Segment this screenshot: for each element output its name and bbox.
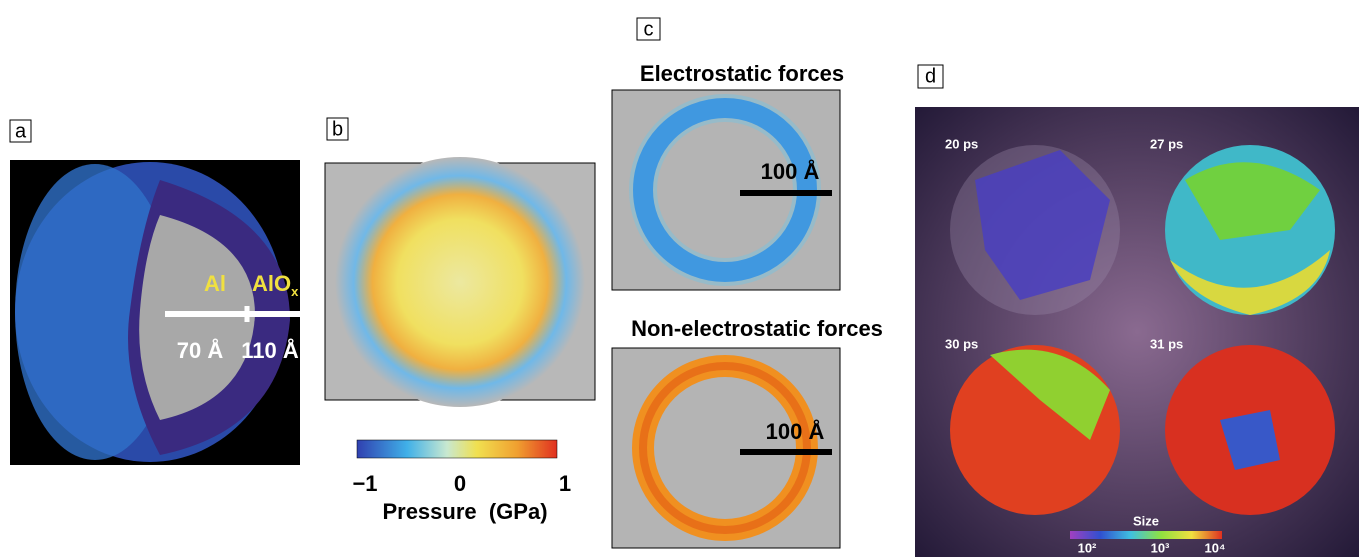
panel-d: d 20 ps 27 ps 30 ps 31 ps Size 10² 10³ 1… [915, 65, 1359, 557]
panel-label: d [925, 65, 936, 87]
shell-text: AlO [252, 271, 291, 296]
colorbar [357, 440, 557, 458]
scale-label: 100 Å [766, 418, 825, 444]
shell-radius: 110 Å [241, 337, 299, 363]
pressure-field [335, 157, 585, 407]
time-label: 20 ps [945, 136, 978, 151]
panel-label: c [644, 18, 654, 40]
shell-subscript: x [291, 284, 299, 299]
panel-b: b −1 0 1 Pressure (GPa) [325, 118, 595, 524]
core-label: Al [204, 271, 226, 296]
figure: a Al AlOx 70 Å 110 Å b −1 0 1 Pressure (… [0, 0, 1359, 557]
panel-a: a Al AlOx 70 Å 110 Å [10, 120, 305, 465]
panel-label: b [332, 118, 343, 140]
colorbar-tick: 10⁴ [1205, 540, 1226, 555]
time-label: 27 ps [1150, 136, 1183, 151]
colorbar-title: Size [1133, 513, 1159, 528]
time-label: 31 ps [1150, 336, 1183, 351]
colorbar [1070, 531, 1222, 539]
time-label: 30 ps [945, 336, 978, 351]
colorbar-tick: 10² [1078, 540, 1097, 555]
core-radius: 70 Å [177, 337, 224, 363]
colorbar-title: Pressure (GPa) [382, 499, 547, 524]
scale-label: 100 Å [761, 158, 820, 184]
colorbar-tick: 10³ [1151, 540, 1170, 555]
colorbar-tick: −1 [352, 471, 377, 496]
panel-label: a [15, 120, 27, 142]
panel-c: c Electrostatic forces 100 Å Non-electro… [612, 18, 883, 548]
subtitle: Electrostatic forces [640, 61, 844, 86]
colorbar-tick: 1 [559, 471, 571, 496]
subtitle: Non-electrostatic forces [631, 316, 883, 341]
colorbar-tick: 0 [454, 471, 466, 496]
